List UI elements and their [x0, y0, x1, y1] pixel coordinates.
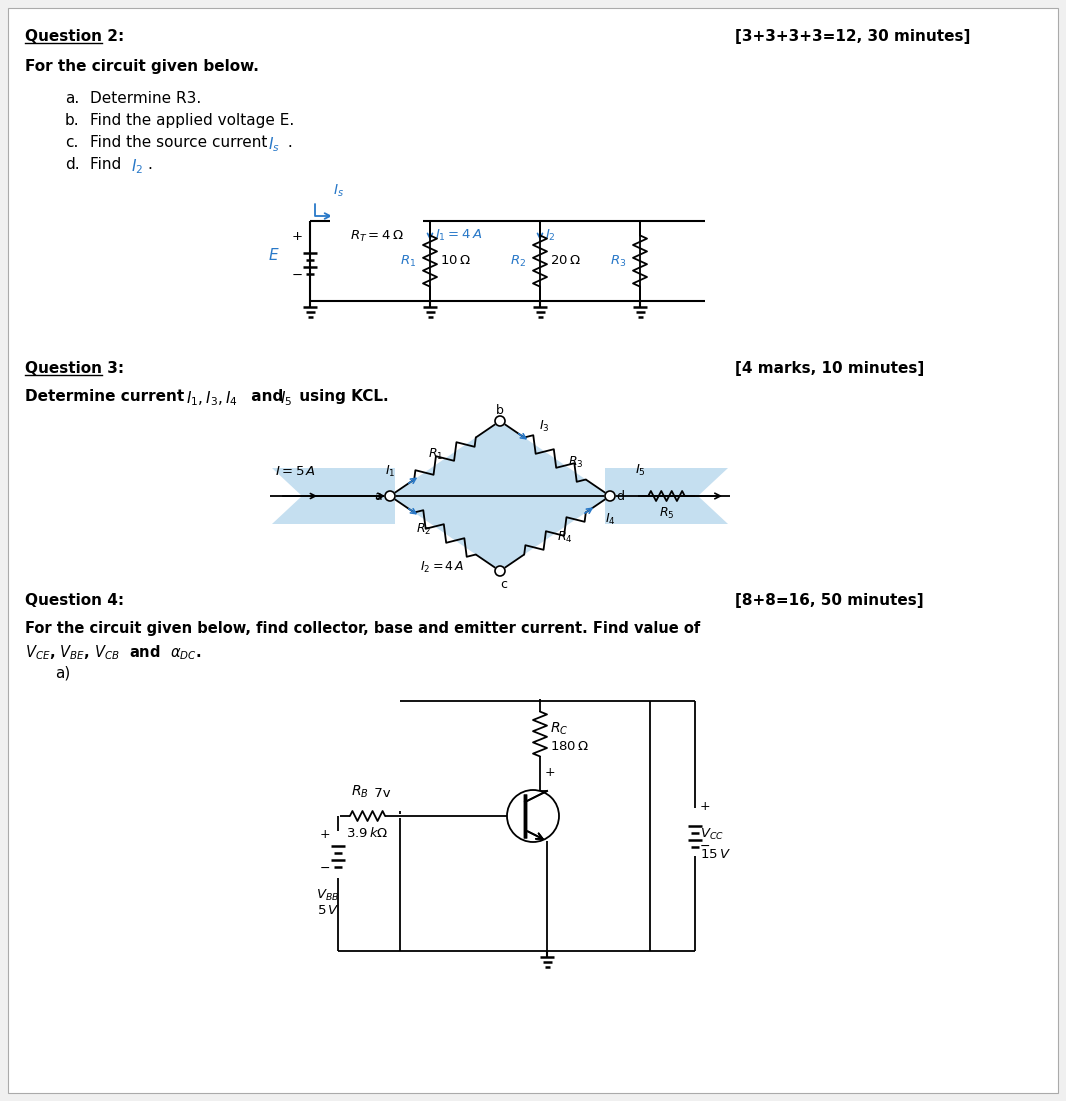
Text: and: and — [246, 389, 289, 404]
Text: d.: d. — [65, 157, 80, 172]
Text: $I_2$: $I_2$ — [131, 157, 143, 176]
Text: $R_B$: $R_B$ — [351, 784, 369, 800]
Text: $I_s$: $I_s$ — [333, 183, 344, 199]
Circle shape — [495, 416, 505, 426]
Text: $V_{CC}$: $V_{CC}$ — [700, 827, 724, 841]
Text: Determine current: Determine current — [25, 389, 190, 404]
Text: b: b — [496, 404, 504, 417]
Text: $I_3$: $I_3$ — [538, 418, 549, 434]
Text: $I_4$: $I_4$ — [604, 512, 615, 526]
Text: $R_2$: $R_2$ — [416, 522, 431, 537]
Text: $3.9\,k\Omega$: $3.9\,k\Omega$ — [346, 826, 389, 840]
Text: For the circuit given below, find collector, base and emitter current. Find valu: For the circuit given below, find collec… — [25, 621, 706, 636]
Polygon shape — [272, 468, 395, 524]
Text: $I_5$: $I_5$ — [635, 462, 646, 478]
Text: Question 2:: Question 2: — [25, 29, 125, 44]
Text: Question 4:: Question 4: — [25, 593, 124, 608]
Text: $R_1$: $R_1$ — [427, 447, 443, 462]
Text: a): a) — [55, 665, 70, 680]
Text: $180\,\Omega$: $180\,\Omega$ — [550, 740, 589, 752]
Text: [8+8=16, 50 minutes]: [8+8=16, 50 minutes] — [734, 593, 923, 608]
Text: $10\,\Omega$: $10\,\Omega$ — [440, 254, 470, 268]
Text: −: − — [320, 861, 330, 874]
Polygon shape — [605, 468, 728, 524]
Text: $20\,\Omega$: $20\,\Omega$ — [550, 254, 581, 268]
Circle shape — [605, 491, 615, 501]
Text: $R_C$: $R_C$ — [550, 721, 568, 738]
Text: $R_3$: $R_3$ — [568, 455, 583, 470]
Text: a: a — [374, 490, 382, 502]
Text: $R_4$: $R_4$ — [556, 530, 572, 545]
Text: Find the applied voltage E.: Find the applied voltage E. — [90, 113, 294, 128]
Polygon shape — [390, 421, 610, 571]
Text: For the circuit given below.: For the circuit given below. — [25, 59, 259, 74]
Circle shape — [507, 791, 559, 842]
Text: using KCL.: using KCL. — [294, 389, 389, 404]
Text: $R_1$: $R_1$ — [400, 253, 416, 269]
Text: $I_1=4\,A$: $I_1=4\,A$ — [435, 228, 482, 243]
Circle shape — [385, 491, 395, 501]
Text: $E$: $E$ — [269, 247, 280, 263]
Text: .: . — [147, 157, 151, 172]
Text: 7v: 7v — [370, 787, 390, 800]
Text: Determine R3.: Determine R3. — [90, 91, 201, 106]
Text: $I_5$: $I_5$ — [280, 389, 292, 407]
Text: −: − — [292, 269, 303, 282]
Text: $I_1, I_3, I_4$: $I_1, I_3, I_4$ — [185, 389, 238, 407]
Text: .: . — [282, 135, 293, 150]
Text: $R_3$: $R_3$ — [610, 253, 626, 269]
Text: b.: b. — [65, 113, 80, 128]
Text: c: c — [501, 578, 507, 590]
Text: +: + — [545, 766, 555, 780]
Text: a.: a. — [65, 91, 79, 106]
Text: c.: c. — [65, 135, 79, 150]
Text: −: − — [700, 839, 711, 852]
Text: [4 marks, 10 minutes]: [4 marks, 10 minutes] — [734, 361, 924, 377]
Text: $I_1$: $I_1$ — [385, 464, 395, 479]
Text: $15\,V$: $15\,V$ — [700, 848, 731, 861]
Text: $V_{CE}$, $V_{BE}$, $V_{CB}$  and  $\alpha_{DC}$.: $V_{CE}$, $V_{BE}$, $V_{CB}$ and $\alpha… — [25, 643, 201, 662]
Text: Find: Find — [90, 157, 126, 172]
Text: $I_s$: $I_s$ — [268, 135, 279, 154]
Text: $5\,V$: $5\,V$ — [317, 904, 339, 917]
Text: $I_2=4\,A$: $I_2=4\,A$ — [420, 559, 465, 575]
Text: $R_T=4\,\Omega$: $R_T=4\,\Omega$ — [350, 229, 404, 244]
Circle shape — [495, 566, 505, 576]
Text: $I=5\,A$: $I=5\,A$ — [275, 465, 316, 478]
Text: +: + — [292, 230, 303, 243]
Text: +: + — [320, 828, 330, 840]
Text: [3+3+3+3=12, 30 minutes]: [3+3+3+3=12, 30 minutes] — [734, 29, 970, 44]
Text: Question 3:: Question 3: — [25, 361, 124, 377]
Text: $I_2$: $I_2$ — [545, 228, 555, 243]
Text: d: d — [616, 490, 624, 502]
Text: $R_5$: $R_5$ — [659, 506, 675, 521]
Text: $V_{BB}$: $V_{BB}$ — [317, 889, 340, 903]
FancyBboxPatch shape — [9, 8, 1057, 1093]
Text: Find the source current: Find the source current — [90, 135, 272, 150]
Text: $R_2$: $R_2$ — [510, 253, 526, 269]
Text: +: + — [700, 799, 711, 813]
